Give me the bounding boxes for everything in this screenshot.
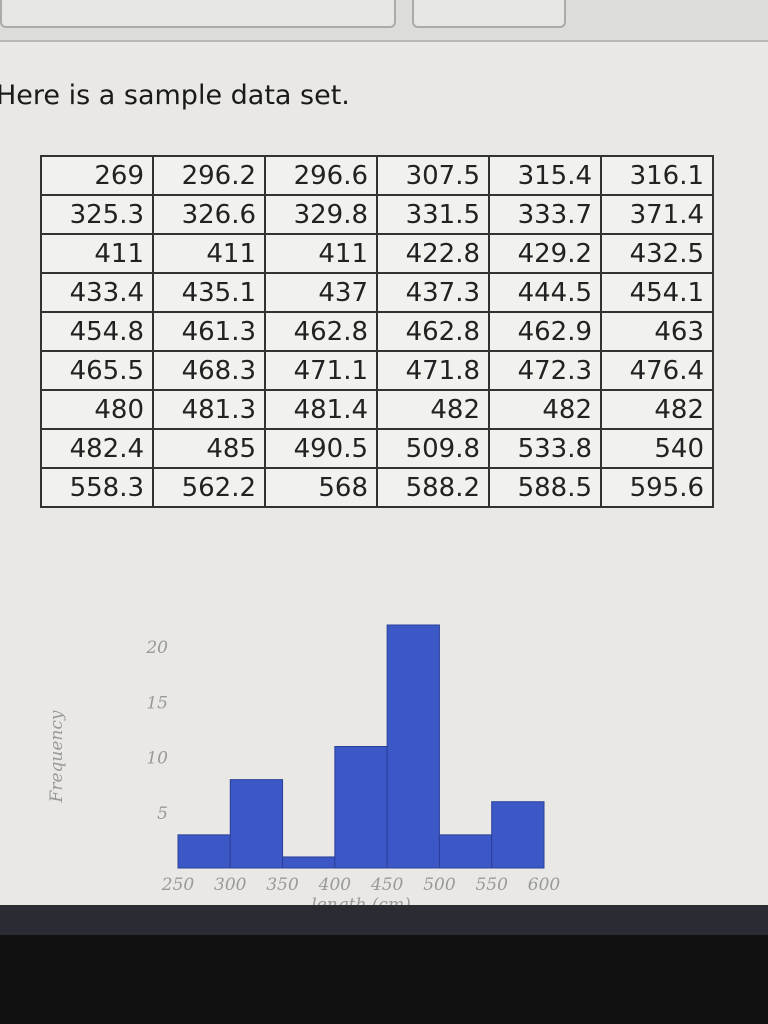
table-cell: 454.1 — [600, 272, 714, 313]
x-tick-label: 300 — [214, 875, 247, 895]
table-cell: 490.5 — [264, 428, 378, 469]
x-tick-label: 500 — [423, 875, 456, 895]
table-cell: 435.1 — [152, 272, 266, 313]
table-cell: 468.3 — [152, 350, 266, 391]
table-cell: 411 — [40, 233, 154, 274]
table-cell: 465.5 — [40, 350, 154, 391]
table-cell: 315.4 — [488, 155, 602, 196]
table-cell: 588.5 — [488, 467, 602, 508]
table-cell: 462.8 — [264, 311, 378, 352]
table-cell: 481.3 — [152, 389, 266, 430]
table-cell: 462.9 — [488, 311, 602, 352]
screen-bezel — [0, 935, 768, 1024]
table-row: 558.3 562.2 568 588.2 588.5 595.6 — [40, 467, 714, 508]
table-cell: 472.3 — [488, 350, 602, 391]
table-cell: 454.8 — [40, 311, 154, 352]
table-cell: 269 — [40, 155, 154, 196]
table-row: 482.4 485 490.5 509.8 533.8 540 — [40, 428, 714, 469]
table-cell: 462.8 — [376, 311, 490, 352]
x-tick-label: 550 — [475, 875, 508, 895]
table-row: 465.5 468.3 471.1 471.8 472.3 476.4 — [40, 350, 714, 391]
table-cell: 429.2 — [488, 233, 602, 274]
intro-text: Here is a sample data set. — [0, 80, 350, 111]
table-cell: 509.8 — [376, 428, 490, 469]
table-cell: 325.3 — [40, 194, 154, 235]
table-cell: 476.4 — [600, 350, 714, 391]
table-cell: 461.3 — [152, 311, 266, 352]
table-cell: 316.1 — [600, 155, 714, 196]
x-tick-label: 350 — [266, 875, 299, 895]
button-group[interactable] — [412, 0, 566, 28]
table-cell: 331.5 — [376, 194, 490, 235]
toolbar — [0, 0, 768, 42]
bar — [334, 746, 388, 869]
table-cell: 463 — [600, 311, 714, 352]
table-cell: 433.4 — [40, 272, 154, 313]
table-cell: 471.8 — [376, 350, 490, 391]
table-cell: 562.2 — [152, 467, 266, 508]
table-row: 269 296.2 296.6 307.5 315.4 316.1 — [40, 155, 714, 196]
table-row: 325.3 326.6 329.8 331.5 333.7 371.4 — [40, 194, 714, 235]
bar — [386, 624, 440, 869]
table-cell: 422.8 — [376, 233, 490, 274]
x-tick-label: 250 — [161, 875, 195, 895]
table-cell: 482 — [488, 389, 602, 430]
bar — [229, 779, 284, 869]
table-cell: 296.2 — [152, 155, 266, 196]
table-cell: 437.3 — [376, 272, 490, 313]
table-cell: 588.2 — [376, 467, 490, 508]
table-cell: 432.5 — [600, 233, 714, 274]
table-cell: 326.6 — [152, 194, 266, 235]
table-cell: 540 — [600, 428, 714, 469]
table-cell: 444.5 — [488, 272, 602, 313]
table-cell: 329.8 — [264, 194, 378, 235]
x-tick-label: 400 — [318, 875, 352, 895]
table-cell: 482.4 — [40, 428, 154, 469]
table-cell: 482 — [376, 389, 490, 430]
table-cell: 471.1 — [264, 350, 378, 391]
bar — [491, 801, 545, 869]
y-tick-label: 20 — [145, 638, 168, 658]
y-tick-label: 15 — [146, 693, 168, 713]
table-cell: 595.6 — [600, 467, 714, 508]
table-cell: 558.3 — [40, 467, 154, 508]
bar — [177, 834, 231, 869]
x-tick-label: 450 — [370, 875, 404, 895]
table-cell: 437 — [264, 272, 378, 313]
table-cell: 411 — [264, 233, 378, 274]
y-tick-label: 5 — [157, 804, 168, 824]
table-row: 454.8 461.3 462.8 462.8 462.9 463 — [40, 311, 714, 352]
table-cell: 371.4 — [600, 194, 714, 235]
bar — [438, 834, 493, 869]
table-row: 480 481.3 481.4 482 482 482 — [40, 389, 714, 430]
table-cell: 485 — [152, 428, 266, 469]
table-cell: 533.8 — [488, 428, 602, 469]
x-tick-label: 600 — [528, 875, 561, 895]
table-row: 411 411 411 422.8 429.2 432.5 — [40, 233, 714, 274]
table-cell: 296.6 — [264, 155, 378, 196]
table-cell: 481.4 — [264, 389, 378, 430]
table-cell: 568 — [264, 467, 378, 508]
y-axis-label: Frequency — [47, 710, 67, 803]
input-box[interactable] — [0, 0, 396, 28]
table-cell: 482 — [600, 389, 714, 430]
y-tick-label: 10 — [146, 749, 168, 769]
bar — [282, 856, 336, 869]
table-cell: 307.5 — [376, 155, 490, 196]
table-row: 433.4 435.1 437 437.3 444.5 454.1 — [40, 272, 714, 313]
table-cell: 411 — [152, 233, 266, 274]
data-table: 269 296.2 296.6 307.5 315.4 316.1 325.3 326.6 32… — [40, 155, 714, 508]
table-cell: 333.7 — [488, 194, 602, 235]
table-cell: 480 — [40, 389, 154, 430]
